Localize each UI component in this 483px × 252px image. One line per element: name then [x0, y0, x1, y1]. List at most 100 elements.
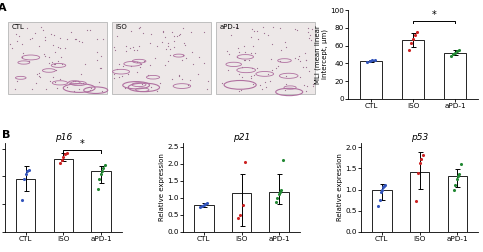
- Point: [36, 75, 43, 79]
- Point: [245, 58, 253, 62]
- Point: [203, 87, 211, 91]
- Point: [80, 81, 87, 85]
- Point: [99, 166, 107, 170]
- Point: [58, 158, 66, 162]
- Bar: [16, 179, 35, 232]
- Point: [273, 196, 281, 200]
- Point: [126, 46, 134, 50]
- Bar: [54, 159, 73, 232]
- Point: [264, 33, 272, 37]
- Point: [204, 79, 212, 83]
- Point: [59, 155, 67, 159]
- Point: [159, 28, 167, 33]
- Bar: [232, 193, 251, 232]
- Point: [99, 37, 107, 41]
- Point: [291, 27, 299, 31]
- Point: [32, 81, 40, 85]
- Point: [366, 59, 374, 63]
- Text: *: *: [432, 10, 437, 20]
- Point: [130, 48, 138, 52]
- Point: [146, 41, 154, 45]
- Point: [281, 88, 288, 92]
- Point: [413, 30, 421, 34]
- Point: [407, 41, 415, 45]
- Bar: [216, 22, 315, 94]
- Point: [26, 37, 34, 41]
- Point: [56, 36, 64, 40]
- Point: [201, 202, 209, 206]
- Point: [170, 45, 178, 49]
- Bar: [8, 22, 107, 94]
- Point: [24, 169, 31, 173]
- Point: [128, 64, 135, 68]
- Point: [86, 88, 94, 92]
- Point: [147, 85, 155, 89]
- Point: [259, 25, 267, 29]
- Point: [200, 203, 208, 207]
- Point: [378, 187, 385, 192]
- Point: [110, 72, 118, 76]
- Bar: [112, 22, 211, 94]
- Point: [67, 30, 74, 34]
- Point: [182, 56, 190, 60]
- Point: [379, 185, 387, 190]
- Point: [48, 60, 56, 64]
- Text: A: A: [0, 3, 7, 13]
- Point: [232, 25, 240, 29]
- Point: [371, 58, 379, 62]
- Point: [238, 75, 246, 79]
- Point: [51, 80, 59, 84]
- Point: [11, 87, 19, 91]
- Point: [450, 187, 458, 192]
- Text: ISO: ISO: [115, 24, 127, 30]
- Y-axis label: Relative expression: Relative expression: [159, 153, 165, 222]
- Point: [302, 58, 310, 62]
- Point: [49, 43, 57, 47]
- Point: [61, 152, 69, 156]
- Point: [13, 79, 21, 83]
- Point: [295, 54, 303, 58]
- Point: [281, 40, 289, 44]
- Point: [114, 67, 121, 71]
- Point: [176, 33, 184, 37]
- Point: [31, 32, 39, 36]
- Point: [276, 59, 284, 63]
- Point: [12, 32, 20, 36]
- Point: [71, 79, 79, 83]
- Y-axis label: MLI (mean linear
intercept, μm): MLI (mean linear intercept, μm): [314, 25, 328, 84]
- Point: [382, 183, 389, 187]
- Point: [299, 66, 307, 70]
- Point: [455, 172, 463, 176]
- Point: [110, 76, 118, 80]
- Point: [374, 204, 382, 208]
- Point: [56, 161, 64, 165]
- Point: [75, 87, 83, 91]
- Point: [8, 46, 16, 50]
- Point: [417, 157, 425, 161]
- Point: [305, 36, 313, 40]
- Point: [203, 201, 211, 205]
- Point: [77, 81, 85, 85]
- Point: [179, 77, 186, 81]
- Point: [234, 215, 242, 219]
- Point: [53, 68, 60, 72]
- Point: [412, 199, 420, 203]
- Point: [93, 50, 101, 54]
- Point: [181, 43, 189, 47]
- Point: [135, 26, 142, 30]
- Point: [97, 172, 104, 176]
- Point: [97, 66, 104, 70]
- Point: [57, 55, 65, 59]
- Point: [309, 82, 317, 86]
- Point: [46, 79, 54, 83]
- Point: [279, 158, 286, 162]
- Point: [264, 72, 271, 76]
- Point: [453, 177, 461, 181]
- Point: [137, 62, 144, 66]
- Point: [453, 49, 461, 53]
- Point: [233, 55, 241, 59]
- Point: [306, 33, 314, 37]
- Point: [168, 30, 176, 34]
- Point: [28, 36, 36, 40]
- Point: [144, 73, 152, 77]
